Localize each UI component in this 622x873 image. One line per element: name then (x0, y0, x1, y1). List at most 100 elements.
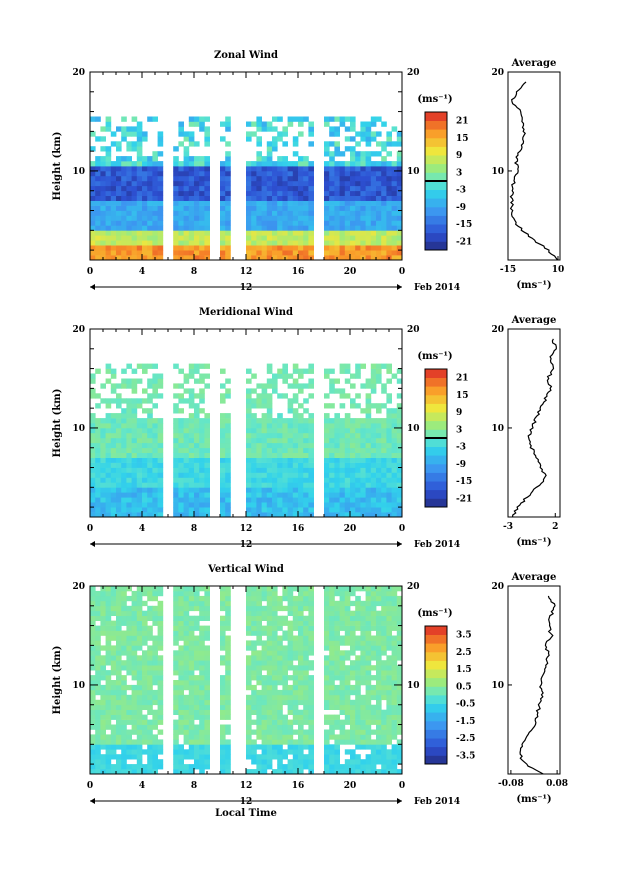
heatmap-cell (308, 680, 314, 686)
heatmap-cell (116, 166, 122, 172)
heatmap-cell (365, 487, 372, 493)
colorbar-segment (425, 438, 447, 447)
heatmap-cell (251, 600, 257, 607)
heatmap-cell (183, 215, 190, 221)
heatmap-cell (308, 724, 314, 730)
heatmap-cell (303, 684, 309, 691)
heatmap-cell (339, 507, 346, 513)
heatmap-cell (287, 457, 294, 463)
heatmap-cell (121, 200, 127, 206)
heatmap-cell (116, 640, 122, 646)
heatmap-cell (261, 388, 268, 394)
heatmap-cell (199, 472, 205, 478)
heatmap-cell (386, 423, 392, 429)
heatmap-cell (381, 729, 387, 735)
heatmap-cell (324, 595, 330, 602)
heatmap-cell (391, 744, 398, 750)
heatmap-cell (126, 477, 132, 483)
heatmap-cell (199, 655, 205, 661)
heatmap-cell (251, 398, 257, 404)
heatmap-cell (344, 170, 351, 177)
heatmap-cell (194, 175, 200, 182)
heatmap-cell (277, 255, 283, 261)
heatmap-cell (386, 245, 392, 251)
heatmap-cell (126, 170, 132, 177)
heatmap-cell (142, 704, 148, 710)
heatmap-cell (370, 180, 377, 187)
heatmap-cell (225, 675, 231, 681)
heatmap-cell (376, 363, 382, 369)
heatmap-cell (251, 190, 257, 196)
heatmap-cell (194, 200, 200, 206)
heatmap-cell (256, 764, 262, 770)
heatmap-cell (126, 230, 132, 236)
heatmap-cell (292, 719, 299, 725)
heatmap-cell (225, 769, 231, 775)
heatmap-cell (220, 699, 226, 706)
heatmap-cell (272, 724, 278, 730)
heatmap-cell (360, 427, 366, 434)
heatmap-cell (381, 630, 387, 636)
heatmap-cell (308, 447, 314, 453)
heatmap-cell (329, 749, 335, 755)
heatmap-cell (298, 190, 304, 196)
heatmap-cell (105, 457, 112, 463)
heatmap-cell (225, 590, 231, 597)
colorbar-segment (425, 112, 447, 121)
heatmap-cell (183, 590, 190, 597)
heatmap-cell (272, 595, 278, 602)
heatmap-cell (105, 684, 112, 691)
heatmap-cell (396, 408, 403, 414)
heatmap-cell (287, 373, 294, 379)
heatmap-cell (381, 437, 387, 444)
heatmap-cell (329, 447, 335, 453)
heatmap-cell (292, 166, 299, 172)
heatmap-cell (365, 610, 372, 616)
heatmap-cell (204, 447, 210, 453)
heatmap-cell (183, 250, 190, 256)
heatmap-cell (277, 452, 283, 458)
heatmap-cell (194, 724, 200, 730)
heatmap-cell (350, 156, 356, 162)
heatmap-cell (355, 161, 361, 167)
heatmap-cell (225, 512, 231, 518)
heatmap-cell (370, 170, 377, 177)
heatmap-cell (116, 689, 122, 696)
heatmap-cell (391, 670, 398, 676)
heatmap-cell (391, 220, 398, 226)
heatmap-cell (339, 729, 346, 735)
heatmap-cell (199, 734, 205, 740)
heatmap-cell (105, 502, 112, 508)
heatmap-cell (272, 620, 278, 626)
heatmap-cell (121, 452, 127, 458)
heatmap-cell (194, 605, 200, 612)
heatmap-cell (246, 408, 252, 414)
heatmap-cell (365, 689, 372, 696)
heatmap-cell (339, 437, 346, 444)
heatmap-cell (173, 462, 179, 468)
colorbar-tick-label: -15 (456, 477, 472, 487)
heatmap-cell (188, 240, 195, 246)
heatmap-cell (152, 610, 158, 616)
heatmap-cell (246, 769, 252, 775)
heatmap-cell (365, 403, 372, 409)
heatmap-cell (334, 719, 340, 725)
heatmap-cell (344, 378, 351, 384)
heatmap-cell (142, 670, 148, 676)
heatmap-cell (277, 250, 283, 256)
heatmap-cell (324, 655, 330, 661)
heatmap-cell (360, 126, 366, 132)
heatmap-cell (178, 161, 184, 167)
heatmap-cell (386, 141, 392, 147)
x-tick-label: 0 (399, 524, 405, 534)
heatmap-cell (95, 442, 101, 449)
heatmap-cell (246, 694, 252, 701)
heatmap-cell (90, 590, 96, 597)
heatmap-cell (287, 418, 294, 424)
x-tick-label: 0 (399, 267, 405, 277)
heatmap-cell (157, 605, 164, 612)
heatmap-cell (131, 645, 138, 651)
heatmap-cell (391, 675, 398, 681)
heatmap-cell (121, 734, 127, 740)
heatmap-cell (173, 507, 179, 513)
